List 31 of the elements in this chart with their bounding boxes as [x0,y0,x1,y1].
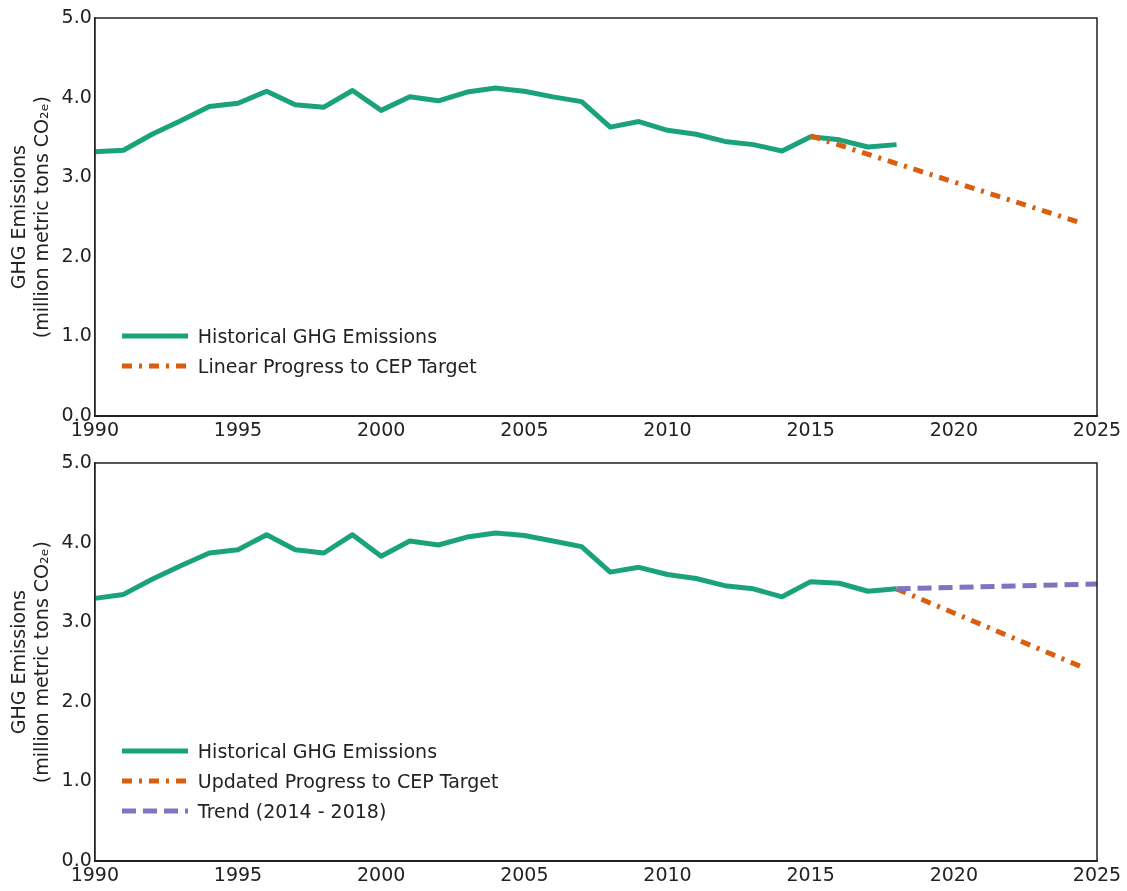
y-tick-label: 3.0 [61,609,92,632]
y-tick-label: 5.0 [61,4,92,27]
y-tick-label: 4.0 [61,529,92,552]
x-tick-label: 2020 [929,862,979,885]
y-tick-label: 5.0 [61,449,92,472]
y-tick-label: 4.0 [61,84,92,107]
legend-label: Updated Progress to CEP Target [197,769,499,795]
y-tick-label: 1.0 [61,323,92,346]
x-tick-label: 2025 [1072,417,1122,440]
x-tick-label: 2015 [786,417,835,440]
x-tick-label: 2005 [500,862,549,885]
x-tick-label: 2025 [1072,862,1122,885]
y-tick-label: 1.0 [61,768,92,791]
legend-label: Historical GHG Emissions [197,324,438,350]
y-tick-label: 3.0 [61,164,92,187]
y-tick-label: 2.0 [61,243,92,266]
legend-label: Trend (2014 - 2018) [197,799,387,825]
x-tick-label: 1995 [213,862,263,885]
x-tick-label: 1995 [213,417,263,440]
x-tick-label: 2015 [786,862,835,885]
y-axis-title: GHG Emissions (million metric tons CO₂ₑ) [7,541,53,784]
x-tick-label: 2005 [500,417,549,440]
x-tick-label: 2010 [643,862,692,885]
y-tick-label: 2.0 [61,688,92,711]
x-tick-label: 2010 [643,417,692,440]
x-tick-label: 2000 [356,417,406,440]
legend-label: Historical GHG Emissions [197,739,438,765]
y-axis-title: GHG Emissions (million metric tons CO₂ₑ) [7,96,53,339]
x-tick-label: 2020 [929,417,979,440]
x-tick-label: 2000 [356,862,406,885]
legend-label: Linear Progress to CEP Target [197,354,477,380]
